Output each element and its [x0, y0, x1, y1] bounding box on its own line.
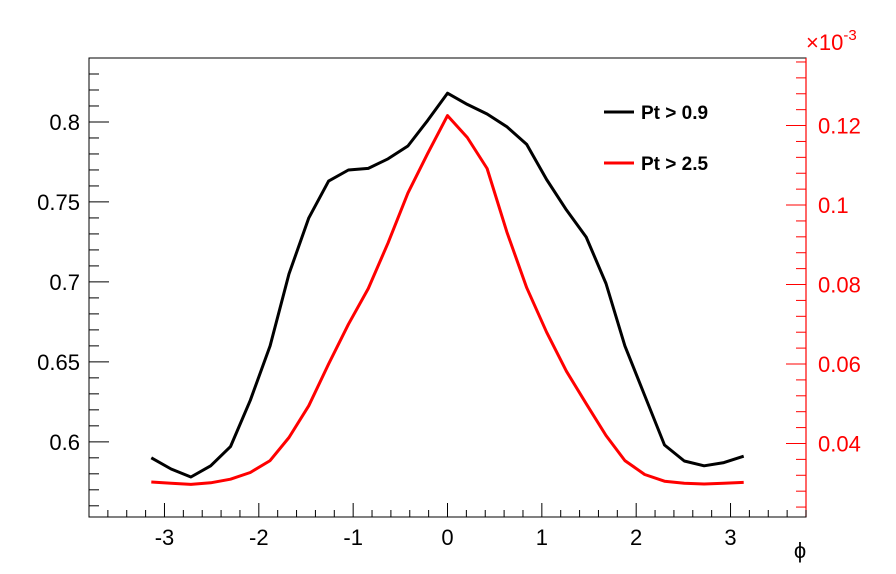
series-line-1 [150, 91, 745, 479]
x-axis-tick-label: 3 [724, 525, 736, 550]
right-axis-tick-label: 0.08 [818, 273, 861, 298]
right-axis-multiplier: ×10-3 [806, 27, 857, 55]
x-axis-tick-label: 0 [441, 525, 453, 550]
x-axis: -3 -2 -1 0 1 2 3 [107, 503, 807, 550]
right-y-axis: 0.04 0.06 0.08 0.1 0.12 [786, 58, 861, 517]
left-axis-tick-label: 0.8 [49, 110, 80, 135]
left-axis-tick-label: 0.65 [37, 350, 80, 375]
x-axis-tick-label: 1 [536, 525, 548, 550]
x-axis-tick-label: -1 [343, 525, 363, 550]
left-axis-tick-label: 0.6 [49, 430, 80, 455]
right-axis-tick-label: 0.04 [818, 431, 861, 456]
left-axis-tick-label: 0.7 [49, 270, 80, 295]
right-axis-tick-label: 0.12 [818, 114, 861, 139]
x-axis-tick-label: -3 [155, 525, 175, 550]
right-axis-tick-label: 0.06 [818, 352, 861, 377]
left-y-axis: 0.6 0.65 0.7 0.75 0.8 [37, 57, 109, 507]
series-line-2 [151, 114, 744, 486]
left-axis-tick-label: 0.75 [37, 190, 80, 215]
legend-label-2: Pt > 2.5 [641, 154, 708, 175]
x-axis-label: ϕ [794, 538, 806, 563]
legend-label-1: Pt > 0.9 [641, 103, 708, 124]
x-axis-tick-label: 2 [630, 525, 642, 550]
x-axis-tick-label: -2 [249, 525, 269, 550]
legend: Pt > 0.9 Pt > 2.5 [604, 103, 708, 175]
right-axis-multiplier-exponent: -3 [843, 27, 856, 44]
right-axis-tick-label: 0.1 [818, 193, 849, 218]
right-axis-multiplier-base: ×10 [806, 30, 843, 55]
series-layer [150, 91, 745, 486]
